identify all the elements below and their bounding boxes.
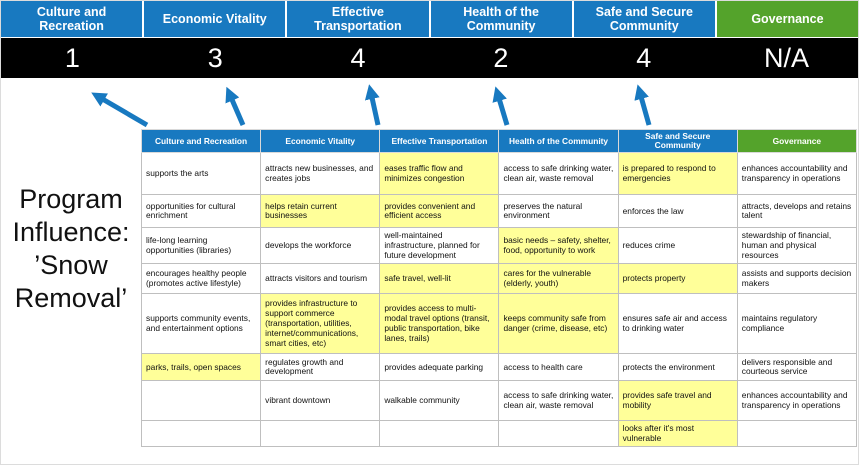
matrix-row-6: parks, trails, open spaces regulates grow… — [140, 353, 858, 382]
score-effective-transportation: 4 — [350, 42, 366, 73]
pillar-header-row: Culture and Recreation Economic Vitality… — [1, 1, 858, 37]
matrix-cell-r3-c6: stewardship of financial, human and phys… — [736, 227, 858, 265]
pillar-governance: Governance — [716, 1, 858, 37]
matrix-cell-r3-c5: reduces crime — [617, 227, 738, 265]
matrix-cell-r2-c2: helps retain current businesses — [260, 194, 381, 229]
matrix-cell-r1-c1: supports the arts — [140, 152, 262, 196]
score-safe-and-secure-community: 4 — [636, 42, 652, 73]
arrow-health-icon — [492, 86, 510, 126]
matrix-cell-r7-c2: vibrant downtown — [260, 380, 381, 422]
pillar-culture-and-recreation: Culture and Recreation — [1, 1, 145, 37]
matrix-row-7: vibrant downtown walkable community access… — [140, 380, 858, 422]
program-title: Program Influence: ’Snow Removal’ — [3, 183, 139, 315]
matrix-cell-r3-c4: basic needs – safety, shelter, food, opp… — [498, 227, 619, 265]
matrix-cell-r1-c4: access to safe drinking water, clean air… — [498, 152, 619, 196]
matrix-header-effective-transportation: Effective Transportation — [379, 128, 500, 154]
score-economic-vitality: 3 — [207, 42, 223, 73]
matrix-cell-r5-c6: maintains regulatory compliance — [736, 293, 858, 355]
matrix-cell-r5-c4: keeps community safe from danger (crime,… — [498, 293, 619, 355]
matrix-cell-r6-c4: access to health care — [498, 353, 619, 382]
matrix-cell-r2-c1: opportunities for cultural enrichment — [140, 194, 262, 229]
matrix-cell-r6-c3: provides adequate parking — [379, 353, 500, 382]
matrix-cell-r5-c2: provides infrastructure to support comme… — [260, 293, 381, 355]
program-title-line-1: Program — [19, 184, 123, 214]
matrix-cell-r1-c5: is prepared to respond to emergencies — [617, 152, 738, 196]
program-title-line-2: Influence: — [12, 216, 130, 247]
matrix-row-3: life-long learning opportunities (librar… — [140, 227, 858, 265]
matrix-cell-r1-c6: enhances accountability and transparency… — [736, 152, 858, 196]
matrix-cell-r6-c2: regulates growth and development — [260, 353, 381, 382]
matrix-cell-r1-c3: eases traffic flow and minimizes congest… — [379, 152, 500, 196]
matrix-cell-r2-c6: attracts, develops and retains talent — [736, 194, 858, 229]
matrix-cell-r4-c1: encourages healthy people (promotes acti… — [140, 263, 262, 295]
score-row: 1 3 4 2 4 N/A — [1, 38, 858, 78]
matrix-cell-r1-c2: attracts new businesses, and creates job… — [260, 152, 381, 196]
matrix-cell-r5-c1: supports community events, and entertain… — [140, 293, 262, 355]
pillar-effective-transportation: Effective Transportation — [287, 1, 431, 37]
matrix-cell-r6-c1: parks, trails, open spaces — [140, 353, 262, 382]
score-culture-and-recreation: 1 — [64, 42, 80, 73]
matrix-row-1: supports the arts attracts new businesses… — [140, 152, 858, 196]
matrix-cell-r8-c4 — [498, 420, 619, 448]
matrix-cell-r3-c1: life-long learning opportunities (librar… — [140, 227, 262, 265]
matrix-cell-r7-c5: provides safe travel and mobility — [617, 380, 738, 422]
matrix-cell-r6-c6: delivers responsible and courteous servi… — [736, 353, 858, 382]
score-health-of-the-community: 2 — [493, 42, 509, 73]
matrix-cell-r2-c4: preserves the natural environment — [498, 194, 619, 229]
matrix-cell-r2-c3: provides convenient and efficient access — [379, 194, 500, 229]
matrix-cell-r5-c5: ensures safe air and access to drinking … — [617, 293, 738, 355]
program-title-line-4: Removal’ — [14, 282, 128, 313]
influence-matrix: Culture and Recreation Economic Vitality E… — [140, 128, 858, 448]
matrix-cell-r8-c6 — [736, 420, 858, 448]
pillar-economic-vitality: Economic Vitality — [144, 1, 288, 37]
arrow-safe-icon — [634, 84, 652, 126]
matrix-cell-r8-c1 — [140, 420, 262, 448]
matrix-cell-r7-c6: enhances accountability and transparency… — [736, 380, 858, 422]
arrow-economic-icon — [225, 86, 246, 126]
matrix-cell-r7-c3: walkable community — [379, 380, 500, 422]
matrix-cell-r6-c5: protects the environment — [617, 353, 738, 382]
matrix-cell-r4-c2: attracts visitors and tourism — [260, 263, 381, 295]
matrix-cell-r8-c5: looks after it's most vulnerable — [617, 420, 738, 448]
matrix-row-2: opportunities for cultural enrichment hel… — [140, 194, 858, 229]
matrix-cell-r4-c3: safe travel, well-lit — [379, 263, 500, 295]
matrix-header-culture-and-recreation: Culture and Recreation — [140, 128, 262, 154]
matrix-cell-r2-c5: enforces the law — [617, 194, 738, 229]
matrix-cell-r3-c2: develops the workforce — [260, 227, 381, 265]
arrow-transportation-icon — [364, 84, 381, 126]
matrix-header-health-of-the-community: Health of the Community — [498, 128, 619, 154]
matrix-header-safe-and-secure-community: Safe and Secure Community — [617, 128, 738, 154]
matrix-cell-r7-c4: access to safe drinking water, clean air… — [498, 380, 619, 422]
matrix-cell-r8-c2 — [260, 420, 381, 448]
matrix-header-governance: Governance — [736, 128, 858, 154]
influence-arrows — [91, 84, 652, 128]
matrix-cell-r4-c5: protects property — [617, 263, 738, 295]
matrix-cell-r8-c3 — [379, 420, 500, 448]
score-governance: N/A — [764, 42, 810, 73]
matrix-row-5: supports community events, and entertain… — [140, 293, 858, 355]
arrow-culture-icon — [91, 92, 149, 128]
matrix-header-row: Culture and Recreation Economic Vitality E… — [140, 128, 858, 154]
pillar-health-of-the-community: Health of the Community — [430, 1, 574, 37]
matrix-row-8: looks after it's most vulnerable — [140, 420, 858, 448]
matrix-cell-r3-c3: well-maintained infrastructure, planned … — [379, 227, 500, 265]
matrix-cell-r5-c3: provides access to multi-modal travel op… — [379, 293, 500, 355]
matrix-header-economic-vitality: Economic Vitality — [260, 128, 381, 154]
matrix-cell-r7-c1 — [140, 380, 262, 422]
matrix-cell-r4-c6: assists and supports decision makers — [736, 263, 858, 295]
matrix-row-4: encourages healthy people (promotes acti… — [140, 263, 858, 295]
pillar-safe-and-secure-community: Safe and Secure Community — [573, 1, 717, 37]
matrix-cell-r4-c4: cares for the vulnerable (elderly, youth… — [498, 263, 619, 295]
program-title-line-3: ’Snow — [34, 249, 108, 280]
